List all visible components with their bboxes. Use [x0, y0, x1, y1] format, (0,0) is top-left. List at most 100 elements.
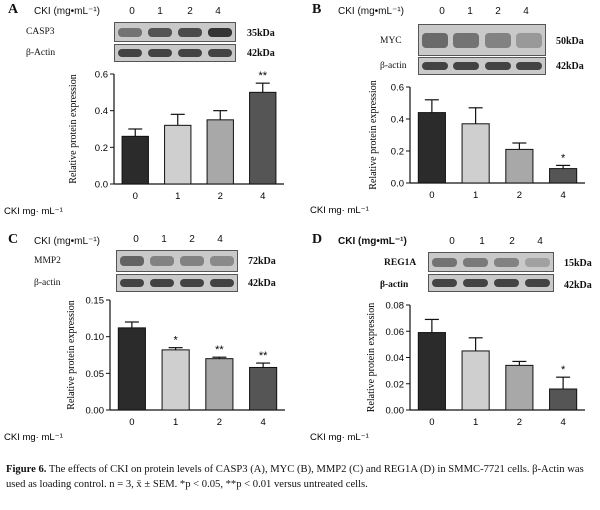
dose-label: CKI (mg•mL⁻¹) — [34, 6, 101, 17]
panel-a: A CKI (mg•mL⁻¹) 0 1 2 4 CASP3 β-Actin 35… — [4, 2, 294, 224]
blot-band — [147, 27, 173, 37]
blot-band — [431, 257, 458, 267]
western-blot-casp3 — [114, 22, 236, 42]
kda-label: 42kDa — [564, 280, 592, 291]
western-blot-actin — [428, 274, 554, 292]
bar — [505, 148, 534, 184]
bar-chart-b: 0.0 0.2 0.4 0.6 Relative protein expression C… — [310, 80, 585, 216]
significance-marker: * — [173, 335, 178, 347]
y-tick-label: 0.0 — [95, 180, 108, 191]
bar — [206, 119, 234, 185]
blot-band — [462, 257, 489, 267]
y-tick-label: 0.0 — [391, 179, 404, 190]
bar-chart-d: 0.00 0.02 0.04 0.06 0.08 Relative protein exp… — [310, 301, 585, 443]
blot-band — [421, 32, 448, 48]
y-tick-label: 0.06 — [386, 327, 405, 338]
blot-band — [493, 279, 520, 287]
bar-chart-a: 0.0 0.2 0.4 0.6 Relative protein expression C… — [4, 70, 284, 217]
blot-band — [484, 62, 511, 70]
blot-band — [179, 279, 205, 287]
x-axis-label: CKI mg· mL⁻¹ — [310, 205, 369, 216]
panel-letter: B — [312, 2, 322, 17]
y-tick-label: 0.00 — [386, 406, 405, 417]
figure-caption: Figure 6. The effects of CKI on protein … — [6, 462, 594, 492]
blot-band — [493, 257, 520, 267]
dose-label: CKI (mg•mL⁻¹) — [338, 6, 405, 17]
blot-band — [147, 49, 173, 57]
y-tick-label: 0.10 — [86, 332, 105, 343]
lane-label: 0 — [129, 6, 135, 17]
lane-label: 1 — [467, 6, 473, 17]
lane-label: 4 — [523, 6, 529, 17]
bar — [461, 350, 490, 411]
y-tick-label: 0.00 — [86, 406, 105, 417]
y-axis-label: Relative protein expression — [368, 80, 379, 189]
bar — [549, 168, 578, 184]
x-tick-label: 4 — [560, 417, 565, 428]
bar — [417, 332, 446, 411]
band-label: β-actin — [380, 61, 407, 71]
kda-label: 35kDa — [247, 28, 275, 39]
western-blot-actin — [418, 57, 546, 75]
blot-band — [207, 27, 233, 37]
band-label: REG1A — [384, 258, 417, 268]
y-tick-label: 0.15 — [86, 296, 105, 307]
western-blot-actin — [116, 274, 238, 292]
x-tick-label: 2 — [517, 417, 522, 428]
y-axis-label: Relative protein expression — [68, 74, 79, 183]
bar — [117, 327, 146, 411]
band-label: MYC — [380, 36, 402, 46]
bar — [549, 388, 578, 411]
kda-label: 72kDa — [248, 256, 276, 267]
y-tick-label: 0.04 — [386, 353, 405, 364]
blot-band — [431, 279, 458, 287]
bar — [121, 135, 149, 185]
x-axis-label: CKI mg· mL⁻¹ — [4, 432, 63, 443]
blot-band — [149, 279, 175, 287]
blot-band — [177, 49, 203, 57]
panel-c: C CKI (mg•mL⁻¹) 0 1 2 4 MMP2 β-actin 72k… — [4, 232, 294, 454]
band-label: β-actin — [380, 280, 409, 290]
blot-band — [462, 279, 489, 287]
x-tick-label: 0 — [129, 417, 134, 428]
significance-marker: * — [561, 152, 566, 164]
kda-label: 42kDa — [247, 48, 275, 59]
kda-label: 42kDa — [248, 278, 276, 289]
bar — [161, 349, 190, 411]
x-tick-label: 0 — [429, 417, 434, 428]
blot-band — [484, 32, 511, 48]
y-tick-label: 0.05 — [86, 369, 105, 380]
y-tick-label: 0.2 — [95, 143, 108, 154]
blot-band — [516, 62, 543, 70]
lane-label: 2 — [495, 6, 501, 17]
y-tick-label: 0.6 — [391, 83, 404, 94]
panel-letter: A — [8, 2, 19, 17]
bar — [417, 112, 446, 184]
x-tick-label: 1 — [473, 190, 478, 201]
y-tick-label: 0.6 — [95, 70, 108, 81]
x-tick-label: 2 — [217, 417, 222, 428]
bar — [205, 358, 234, 411]
lane-label: 4 — [217, 234, 223, 245]
kda-label: 15kDa — [564, 258, 592, 269]
bar-chart-c: 0.00 0.05 0.10 0.15 Relative protein express… — [4, 296, 285, 443]
lane-label: 2 — [509, 236, 515, 247]
y-tick-label: 0.2 — [391, 147, 404, 158]
western-blot-myc — [418, 24, 546, 56]
y-tick-label: 0.08 — [386, 301, 405, 312]
blot-band — [453, 32, 480, 48]
panel-letter: C — [8, 232, 19, 247]
band-label: β-Actin — [26, 48, 56, 58]
bar — [164, 124, 192, 185]
x-tick-label: 1 — [473, 417, 478, 428]
significance-marker: * — [561, 364, 566, 376]
x-axis-label: CKI mg· mL⁻¹ — [310, 432, 369, 443]
x-tick-label: 1 — [175, 191, 180, 202]
significance-marker: ** — [258, 70, 267, 82]
blot-band — [149, 256, 175, 266]
x-tick-label: 0 — [429, 190, 434, 201]
blot-band — [179, 256, 205, 266]
western-blot-reg1a — [428, 252, 554, 272]
caption-text: The effects of CKI on protein levels of … — [6, 464, 584, 490]
blot-band — [119, 256, 145, 266]
